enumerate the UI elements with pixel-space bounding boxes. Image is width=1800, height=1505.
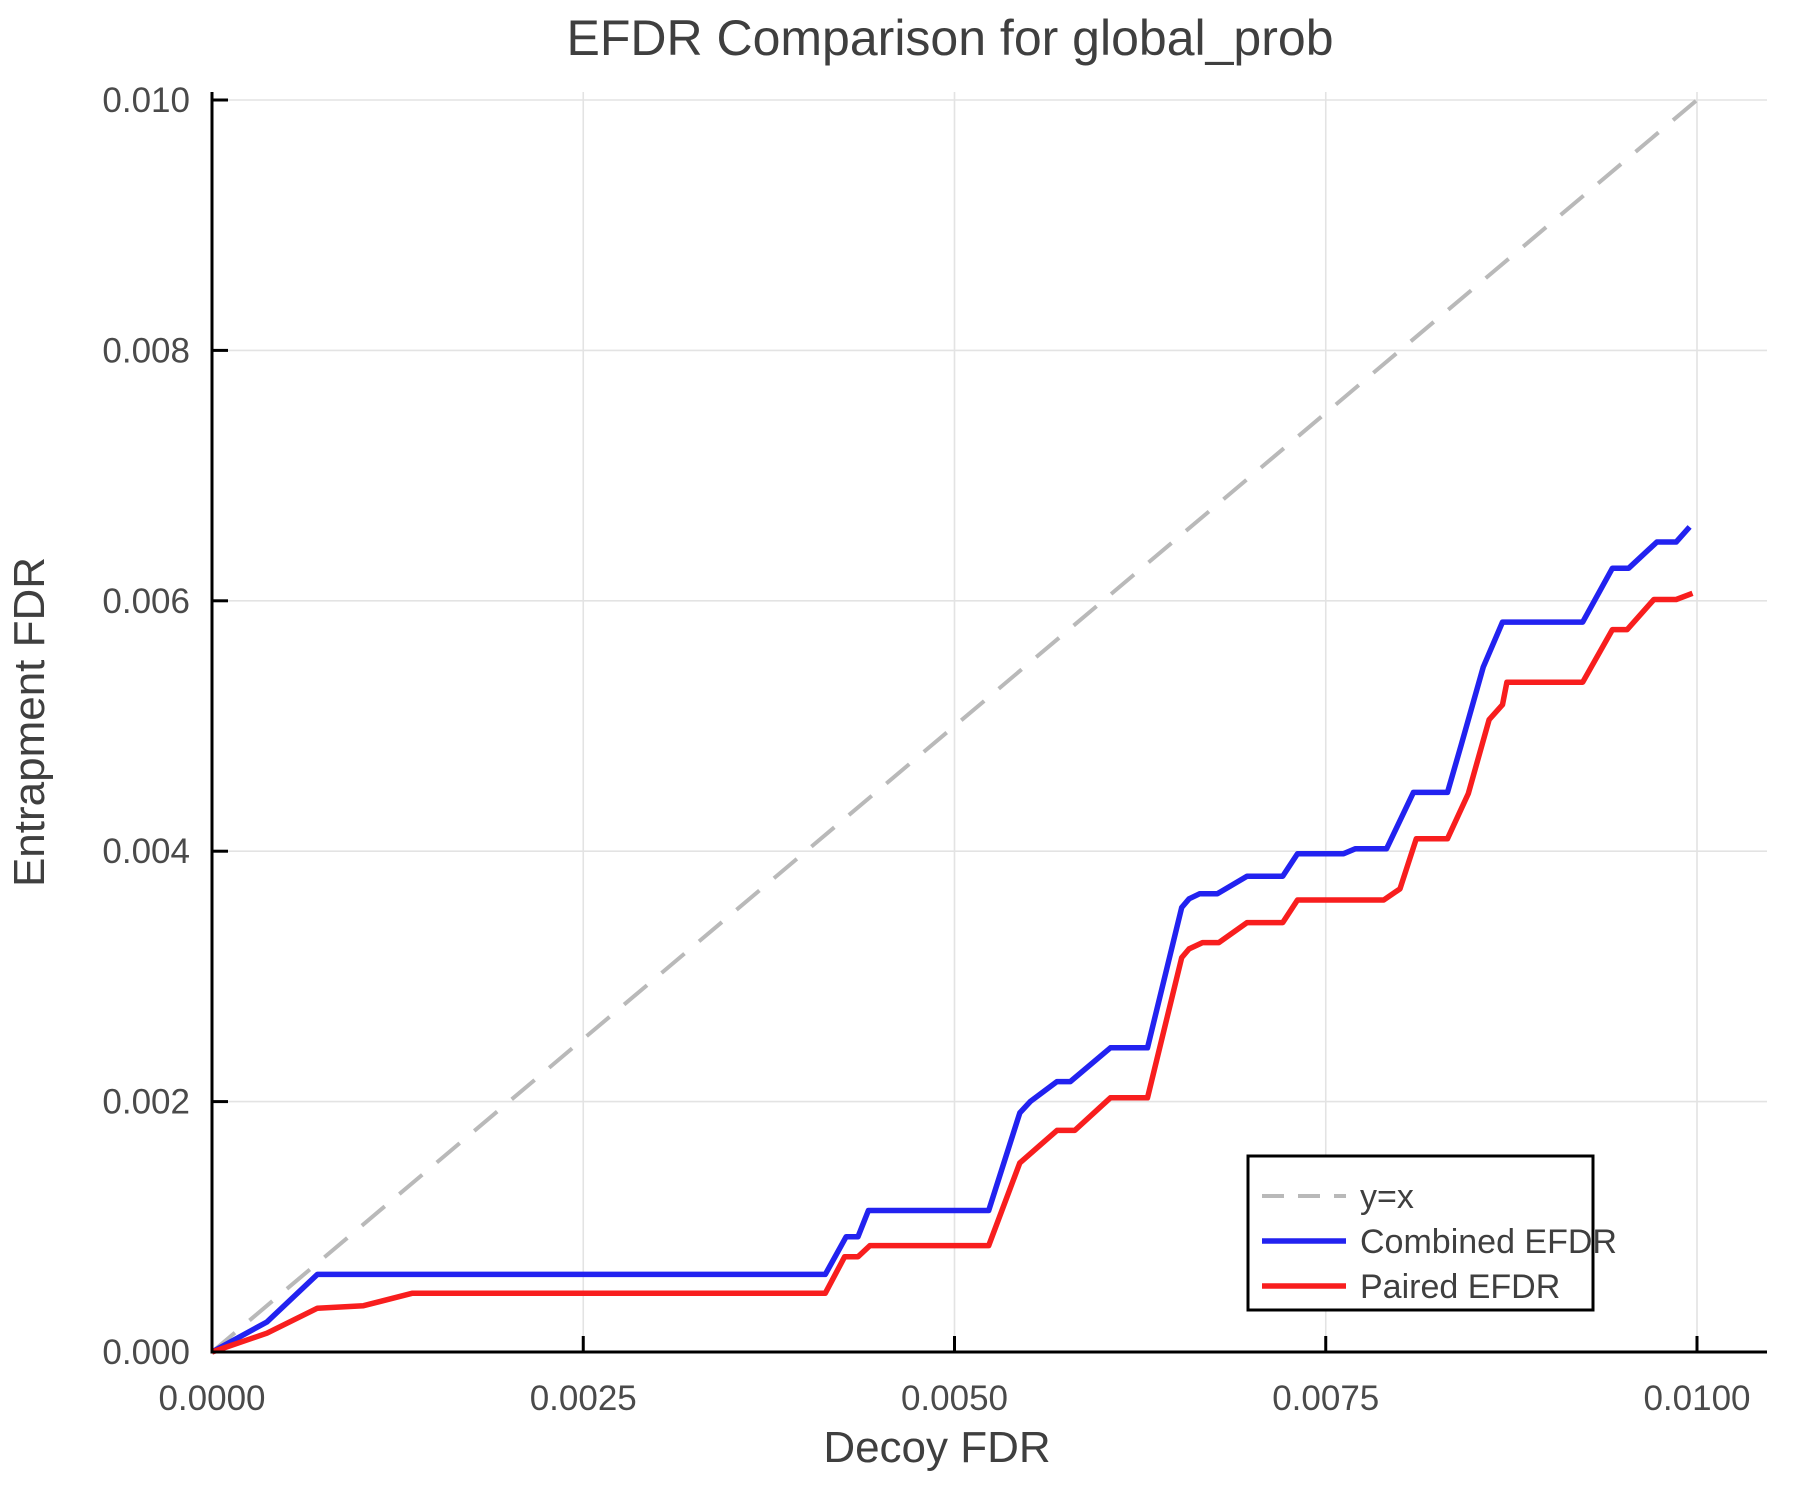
x-tick-label: 0.0100 bbox=[1643, 1379, 1750, 1418]
x-tick-label: 0.0050 bbox=[901, 1379, 1008, 1418]
x-tick-label: 0.0075 bbox=[1272, 1379, 1379, 1418]
y-axis-label: Entrapment FDR bbox=[5, 557, 54, 887]
x-tick-label: 0.0025 bbox=[530, 1379, 637, 1418]
axes bbox=[210, 92, 1767, 1354]
data-series bbox=[210, 98, 1699, 1355]
legend: y=x Combined EFDR Paired EFDR bbox=[1246, 1154, 1617, 1312]
y-tick-label: 0.004 bbox=[102, 832, 190, 871]
gridlines bbox=[212, 92, 1767, 1352]
legend-item-label: y=x bbox=[1360, 1178, 1414, 1216]
y-tick-label: 0.010 bbox=[102, 81, 190, 120]
legend-item-label: Paired EFDR bbox=[1360, 1268, 1560, 1306]
y-tick-label: 0.000 bbox=[102, 1333, 190, 1372]
series-line-combined-efdr bbox=[210, 525, 1692, 1355]
x-axis-label: Decoy FDR bbox=[823, 1423, 1050, 1472]
y-tick-label: 0.002 bbox=[102, 1083, 190, 1122]
series-line-y-x bbox=[210, 98, 1699, 1354]
tick-marks bbox=[210, 98, 1699, 1354]
tick-labels: 0.0000 0.0025 0.0050 0.0075 0.0100 0.000 0.002… bbox=[102, 81, 1750, 1418]
x-tick-label: 0.0000 bbox=[158, 1379, 265, 1418]
chart-title: EFDR Comparison for global_prob bbox=[566, 10, 1333, 66]
y-tick-label: 0.006 bbox=[102, 582, 190, 621]
series-line-paired-efdr bbox=[211, 590, 1694, 1355]
legend-item-label: Combined EFDR bbox=[1360, 1223, 1617, 1261]
y-tick-label: 0.008 bbox=[102, 331, 190, 370]
